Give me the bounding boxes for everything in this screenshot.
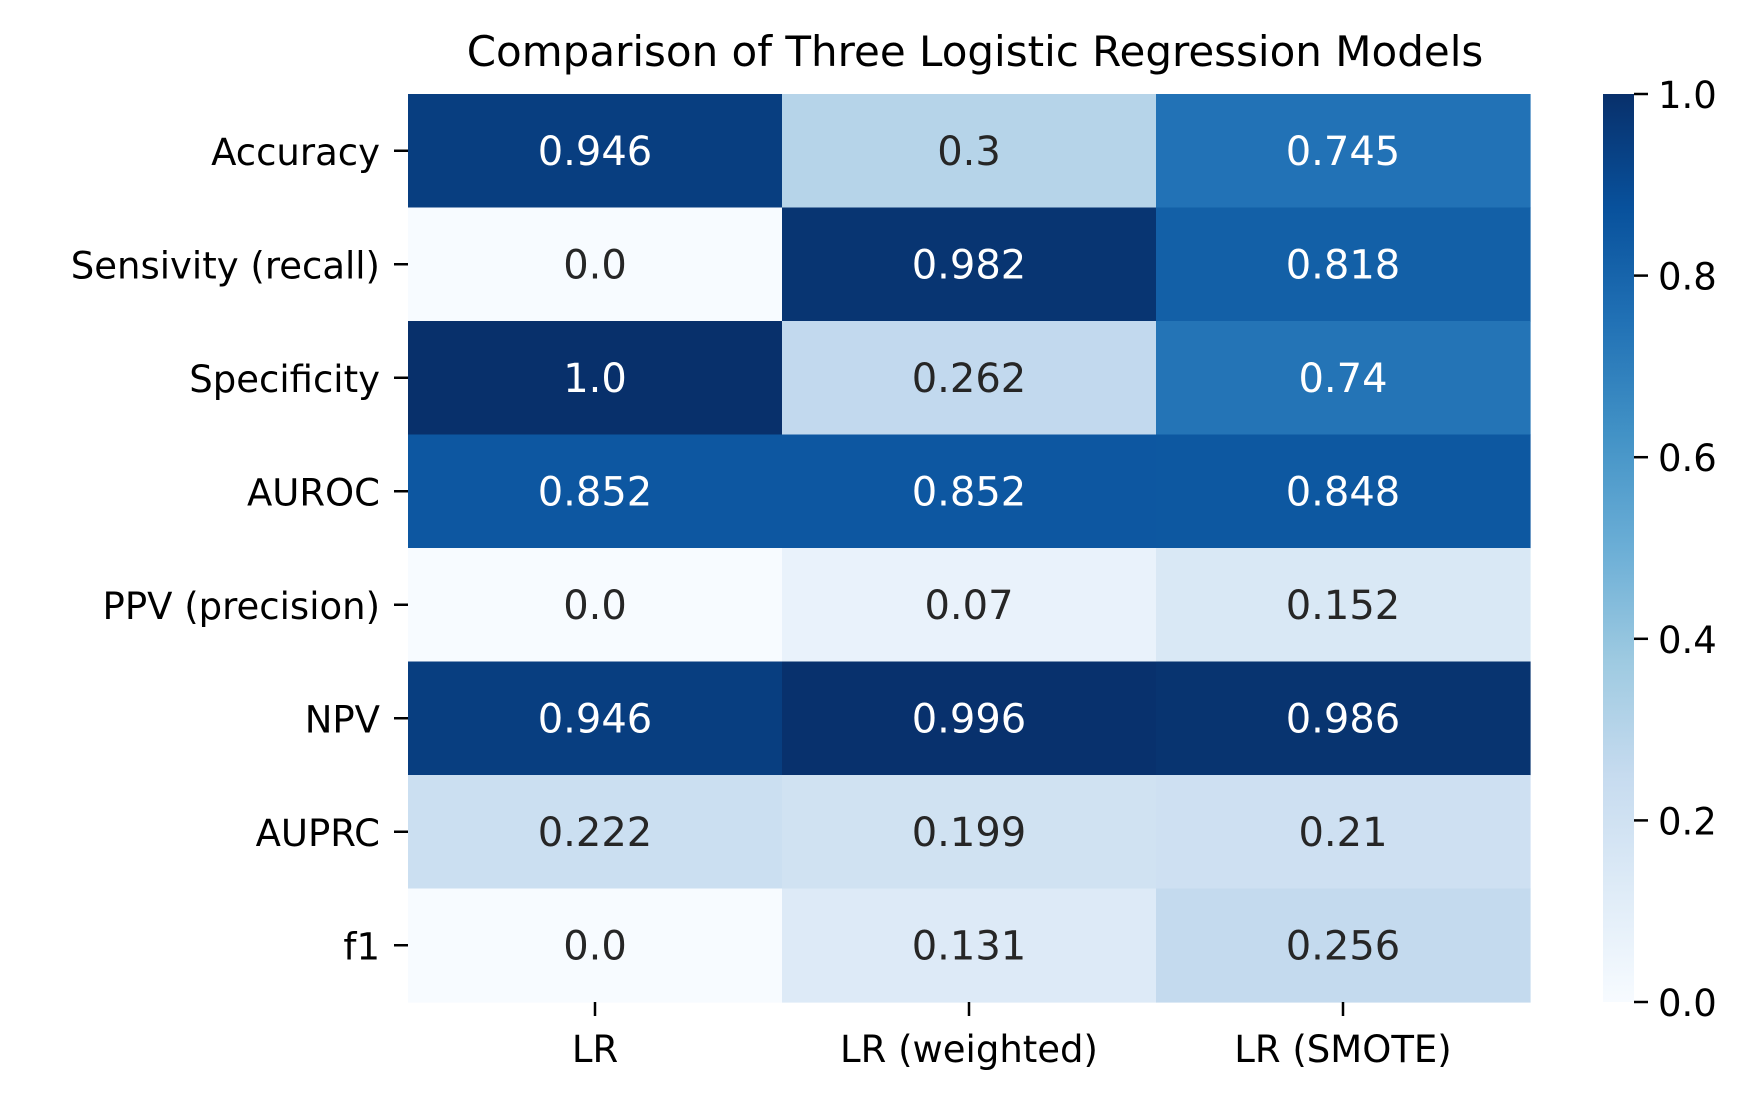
heatmap-cell-label: 0.262 xyxy=(912,356,1027,402)
heatmap-cell-labels: 0.946 0.3 0.745 0.0 0.982 0.818 1.0 0.262 0.74 0.… xyxy=(538,129,1401,970)
chart-title: Comparison of Three Logistic Regression … xyxy=(467,27,1484,76)
heatmap-cell-label: 0.818 xyxy=(1286,242,1401,288)
y-tick-label: NPV xyxy=(305,698,380,741)
heatmap-cell xyxy=(1156,207,1531,322)
heatmap-cell xyxy=(408,434,783,549)
heatmap-cell-label: 0.21 xyxy=(1298,810,1387,856)
heatmap-cell xyxy=(1156,548,1531,663)
heatmap-cell-label: 0.199 xyxy=(912,810,1027,856)
heatmap-cell xyxy=(408,94,783,209)
x-tick-label: LR (SMOTE) xyxy=(1234,1028,1451,1071)
heatmap-cell-label: 0.0 xyxy=(563,583,627,629)
heatmap-cell xyxy=(782,548,1157,663)
heatmap-cell xyxy=(408,888,783,1003)
y-tick-label: PPV (precision) xyxy=(103,585,380,628)
heatmap-cell-label: 0.848 xyxy=(1286,469,1401,515)
heatmap-cell-label: 0.131 xyxy=(912,923,1027,969)
x-tick-label: LR xyxy=(572,1028,618,1071)
y-tick-label: Accuracy xyxy=(211,131,380,174)
heatmap-cell-label: 0.222 xyxy=(538,810,653,856)
colorbar: 0.0 0.2 0.4 0.6 0.8 1.0 xyxy=(1603,74,1717,1025)
heatmap-cell-label: 0.996 xyxy=(912,696,1027,742)
colorbar-gradient xyxy=(1603,94,1634,1002)
heatmap-cells xyxy=(408,94,1531,1003)
colorbar-tick-label: 0.2 xyxy=(1658,800,1717,843)
heatmap-cell-label: 0.74 xyxy=(1298,356,1387,402)
colorbar-tick-label: 0.4 xyxy=(1658,619,1717,662)
heatmap-cell xyxy=(408,321,783,436)
y-tick-label: Sensivity (recall) xyxy=(71,244,380,287)
heatmap-cell xyxy=(408,775,783,890)
colorbar-tick-label: 1.0 xyxy=(1658,74,1717,117)
heatmap-cell-label: 0.946 xyxy=(538,129,653,175)
heatmap-cell-label: 1.0 xyxy=(563,356,627,402)
heatmap-cell-label: 0.982 xyxy=(912,242,1027,288)
y-tick-label: Specificity xyxy=(189,358,380,401)
heatmap-cell xyxy=(782,888,1157,1003)
colorbar-tick-label: 0.0 xyxy=(1658,982,1717,1025)
heatmap-cell xyxy=(1156,888,1531,1003)
y-tick-label: AUROC xyxy=(247,471,380,514)
colorbar-tick-label: 0.6 xyxy=(1658,437,1717,480)
x-tick-label: LR (weighted) xyxy=(840,1028,1098,1071)
heatmap-cell xyxy=(782,321,1157,436)
heatmap-cell xyxy=(1156,94,1531,209)
heatmap-cell-label: 0.852 xyxy=(912,469,1027,515)
heatmap-cell xyxy=(1156,661,1531,776)
heatmap-cell-label: 0.852 xyxy=(538,469,653,515)
heatmap-cell-label: 0.0 xyxy=(563,923,627,969)
heatmap-cell-label: 0.0 xyxy=(563,242,627,288)
heatmap-cell xyxy=(408,661,783,776)
heatmap-cell xyxy=(408,207,783,322)
heatmap-cell xyxy=(782,94,1157,209)
heatmap-cell-label: 0.256 xyxy=(1286,923,1401,969)
heatmap-cell-label: 0.3 xyxy=(937,129,1001,175)
heatmap-cell-label: 0.745 xyxy=(1286,129,1401,175)
heatmap-cell xyxy=(782,775,1157,890)
x-axis: LR LR (weighted) LR (SMOTE) xyxy=(572,1002,1452,1071)
colorbar-tick-label: 0.8 xyxy=(1658,256,1717,299)
heatmap-cell xyxy=(1156,434,1531,549)
y-tick-label: f1 xyxy=(343,925,380,968)
heatmap-cell xyxy=(408,548,783,663)
heatmap-cell-label: 0.986 xyxy=(1286,696,1401,742)
heatmap-cell xyxy=(782,661,1157,776)
y-axis: Accuracy Sensivity (recall) Specificity AUR… xyxy=(71,131,408,968)
heatmap-cell xyxy=(1156,321,1531,436)
heatmap-cell xyxy=(782,434,1157,549)
heatmap-cell-label: 0.946 xyxy=(538,696,653,742)
heatmap-cell-label: 0.07 xyxy=(924,583,1013,629)
heatmap-cell xyxy=(1156,775,1531,890)
heatmap-cell xyxy=(782,207,1157,322)
heatmap-cell-label: 0.152 xyxy=(1286,583,1401,629)
y-tick-label: AUPRC xyxy=(256,812,380,855)
